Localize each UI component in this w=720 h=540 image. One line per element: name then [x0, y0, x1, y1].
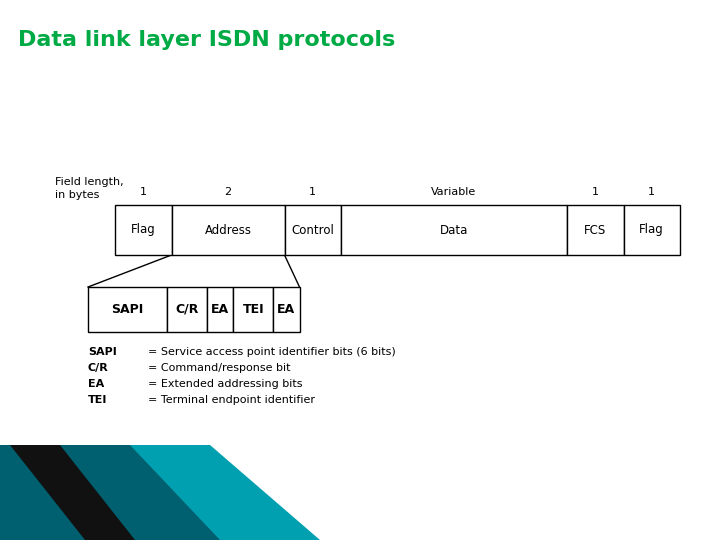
Bar	[341, 205, 567, 255]
Bar	[273, 287, 300, 332]
Text: Data link layer ISDN protocols: Data link layer ISDN protocols	[18, 30, 395, 50]
Text: Address: Address	[204, 224, 251, 237]
Text: FCS: FCS	[584, 224, 606, 237]
Text: Control: Control	[292, 224, 334, 237]
Bar	[233, 287, 273, 332]
Polygon shape	[0, 445, 220, 540]
Bar	[88, 287, 167, 332]
Text: = Terminal endpoint identifier: = Terminal endpoint identifier	[148, 395, 315, 405]
Text: = Extended addressing bits: = Extended addressing bits	[148, 379, 302, 389]
Text: = Command/response bit: = Command/response bit	[148, 363, 290, 373]
Bar	[207, 287, 233, 332]
Text: Flag: Flag	[131, 224, 156, 237]
Bar	[567, 205, 624, 255]
Text: 1: 1	[140, 187, 147, 197]
Text: 2: 2	[225, 187, 232, 197]
Text: Data: Data	[440, 224, 468, 237]
Bar	[284, 205, 341, 255]
Bar	[167, 287, 207, 332]
Text: EA: EA	[211, 303, 229, 316]
Bar	[624, 205, 680, 255]
Polygon shape	[0, 445, 320, 540]
Text: C/R: C/R	[176, 303, 199, 316]
Text: C/R: C/R	[88, 363, 109, 373]
Text: 1: 1	[592, 187, 599, 197]
Text: Flag: Flag	[639, 224, 664, 237]
Text: SAPI: SAPI	[88, 347, 117, 357]
Text: Variable: Variable	[431, 187, 477, 197]
Text: TEI: TEI	[88, 395, 107, 405]
Text: 1: 1	[648, 187, 655, 197]
Bar	[115, 205, 171, 255]
Text: EA: EA	[277, 303, 295, 316]
Text: 1: 1	[310, 187, 316, 197]
Text: = Service access point identifier bits (6 bits): = Service access point identifier bits (…	[148, 347, 396, 357]
Text: Field length,: Field length,	[55, 177, 124, 187]
Bar	[171, 205, 284, 255]
Polygon shape	[10, 445, 135, 540]
Text: TEI: TEI	[243, 303, 264, 316]
Text: SAPI: SAPI	[112, 303, 144, 316]
Text: EA: EA	[88, 379, 104, 389]
Text: in bytes: in bytes	[55, 190, 99, 200]
